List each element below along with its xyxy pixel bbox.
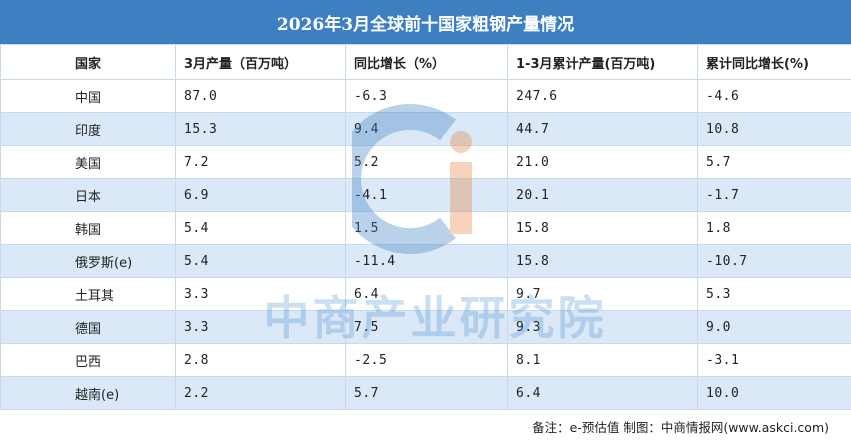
cell-march-output: 3.3 [175, 277, 346, 311]
cell-yoy-growth: -2.5 [345, 343, 508, 377]
table-row: 中国 87.0 -6.3 247.6 -4.6 [0, 79, 851, 113]
cell-ytd-growth: 1.8 [697, 211, 851, 245]
cell-country: 韩国 [0, 211, 176, 245]
table-row: 土耳其 3.3 6.4 9.7 5.3 [0, 277, 851, 311]
cell-ytd-growth: 5.7 [697, 145, 851, 179]
cell-ytd-growth: 5.3 [697, 277, 851, 311]
cell-yoy-growth: -4.1 [345, 178, 508, 212]
cell-yoy-growth: 1.5 [345, 211, 508, 245]
table-row: 美国 7.2 5.2 21.0 5.7 [0, 145, 851, 179]
cell-ytd-output: 44.7 [507, 112, 698, 146]
cell-march-output: 5.4 [175, 244, 346, 278]
header-country: 国家 [0, 44, 176, 80]
cell-yoy-growth: 7.5 [345, 310, 508, 344]
cell-country: 土耳其 [0, 277, 176, 311]
cell-march-output: 2.2 [175, 376, 346, 410]
cell-yoy-growth: 9.4 [345, 112, 508, 146]
cell-march-output: 5.4 [175, 211, 346, 245]
cell-ytd-output: 9.3 [507, 310, 698, 344]
table-row: 德国 3.3 7.5 9.3 9.0 [0, 310, 851, 344]
table-title: 2026年3月全球前十国家粗钢产量情况 [0, 0, 851, 44]
cell-ytd-output: 21.0 [507, 145, 698, 179]
cell-ytd-growth: -4.6 [697, 79, 851, 113]
cell-ytd-growth: 9.0 [697, 310, 851, 344]
cell-country: 日本 [0, 178, 176, 212]
cell-march-output: 7.2 [175, 145, 346, 179]
cell-country: 越南(e) [0, 376, 176, 410]
cell-march-output: 6.9 [175, 178, 346, 212]
cell-ytd-growth: 10.8 [697, 112, 851, 146]
cell-ytd-output: 9.7 [507, 277, 698, 311]
cell-ytd-growth: 10.0 [697, 376, 851, 410]
cell-ytd-output: 8.1 [507, 343, 698, 377]
table-row: 印度 15.3 9.4 44.7 10.8 [0, 112, 851, 146]
cell-ytd-output: 6.4 [507, 376, 698, 410]
table-row: 日本 6.9 -4.1 20.1 -1.7 [0, 178, 851, 212]
cell-country: 巴西 [0, 343, 176, 377]
cell-march-output: 2.8 [175, 343, 346, 377]
cell-ytd-output: 247.6 [507, 79, 698, 113]
table-body: 中国 87.0 -6.3 247.6 -4.6 印度 15.3 9.4 44.7 10.8 美国 7.… [0, 79, 851, 410]
cell-yoy-growth: -6.3 [345, 79, 508, 113]
header-row: 国家 3月产量（百万吨） 同比增长（%） 1-3月累计产量(百万吨) 累计同比增… [0, 44, 851, 80]
cell-march-output: 3.3 [175, 310, 346, 344]
table-row: 巴西 2.8 -2.5 8.1 -3.1 [0, 343, 851, 377]
cell-ytd-output: 20.1 [507, 178, 698, 212]
steel-production-table: 国家 3月产量（百万吨） 同比增长（%） 1-3月累计产量(百万吨) 累计同比增… [0, 44, 851, 410]
cell-march-output: 15.3 [175, 112, 346, 146]
table-row: 越南(e) 2.2 5.7 6.4 10.0 [0, 376, 851, 410]
cell-ytd-growth: -10.7 [697, 244, 851, 278]
cell-ytd-output: 15.8 [507, 244, 698, 278]
table-row: 俄罗斯(e) 5.4 -11.4 15.8 -10.7 [0, 244, 851, 278]
cell-country: 中国 [0, 79, 176, 113]
table-row: 韩国 5.4 1.5 15.8 1.8 [0, 211, 851, 245]
cell-yoy-growth: 5.7 [345, 376, 508, 410]
cell-country: 印度 [0, 112, 176, 146]
cell-ytd-output: 15.8 [507, 211, 698, 245]
header-yoy-growth: 同比增长（%） [345, 44, 508, 80]
header-ytd-growth: 累计同比增长(%) [697, 44, 851, 80]
cell-ytd-growth: -3.1 [697, 343, 851, 377]
cell-country: 德国 [0, 310, 176, 344]
cell-yoy-growth: 5.2 [345, 145, 508, 179]
cell-country: 美国 [0, 145, 176, 179]
cell-ytd-growth: -1.7 [697, 178, 851, 212]
cell-march-output: 87.0 [175, 79, 346, 113]
cell-yoy-growth: -11.4 [345, 244, 508, 278]
header-ytd-output: 1-3月累计产量(百万吨) [507, 44, 698, 80]
cell-yoy-growth: 6.4 [345, 277, 508, 311]
cell-country: 俄罗斯(e) [0, 244, 176, 278]
footnote: 备注：e-预估值 制图：中商情报网(www.askci.com) [532, 419, 829, 435]
header-march-output: 3月产量（百万吨） [175, 44, 346, 80]
